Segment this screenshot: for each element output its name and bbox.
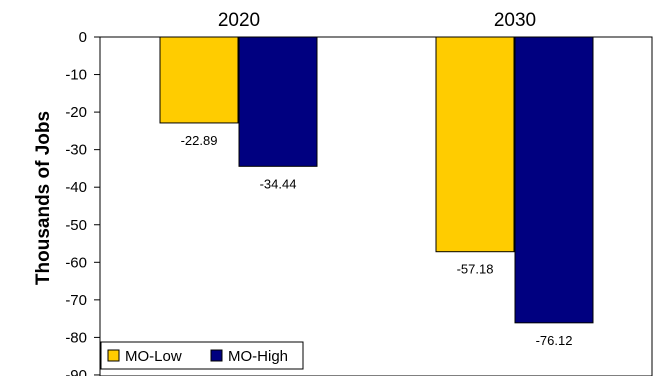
y-tick-label: 0: [79, 29, 87, 46]
y-tick-label: -50: [65, 217, 87, 234]
y-tick-label: -20: [65, 104, 87, 121]
y-tick-label: -10: [65, 67, 87, 84]
legend-label-mo-high: MO-High: [228, 348, 288, 365]
data-labels: -22.89 -34.44 -57.18 -76.12: [181, 133, 573, 348]
legend-swatch-mo-low: [107, 349, 120, 362]
data-label: -57.18: [457, 262, 494, 277]
legend-label-mo-low: MO-Low: [125, 348, 182, 365]
y-tick-label: -30: [65, 142, 87, 159]
bar-mo-low-2020: [159, 36, 239, 124]
bar-mo-high-2020: [238, 36, 318, 167]
y-tick-label: -60: [65, 254, 87, 271]
y-axis-ticks: 0 -10 -20 -30 -40 -50 -60 -70 -80 -90: [65, 29, 100, 376]
legend: MO-Low MO-High: [100, 341, 304, 370]
category-label: 2020: [218, 10, 260, 31]
y-axis-title: Thousands of Jobs: [33, 111, 54, 285]
y-tick-label: -80: [65, 329, 87, 346]
legend-box: [100, 341, 304, 370]
legend-swatch-mo-high: [210, 349, 223, 362]
data-label: -22.89: [181, 133, 218, 148]
bar-mo-high-2030: [514, 36, 594, 324]
data-label: -76.12: [536, 333, 573, 348]
category-label: 2030: [494, 10, 536, 31]
bar-mo-low-2030: [435, 36, 515, 253]
bars: [159, 36, 594, 324]
y-tick-label: -40: [65, 179, 87, 196]
data-label: -34.44: [260, 176, 297, 191]
y-tick-label: -70: [65, 292, 87, 309]
y-tick-label: -90: [65, 367, 87, 376]
